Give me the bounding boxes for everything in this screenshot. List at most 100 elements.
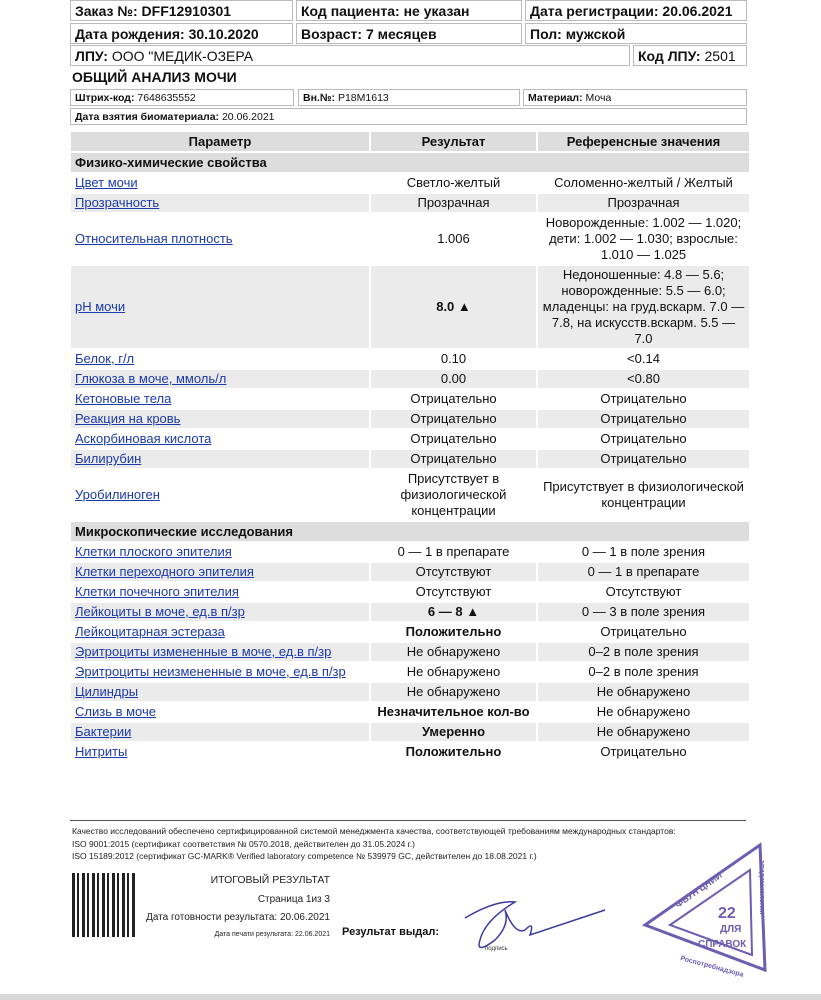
param-link[interactable]: Эритроциты неизмененные в моче, ед.в п/з… bbox=[75, 664, 346, 679]
result-cell: Отрицательно bbox=[410, 391, 497, 406]
column-header: Референсные значения bbox=[538, 132, 749, 151]
param-link[interactable]: Нитриты bbox=[75, 744, 128, 759]
table-row: Клетки плоского эпителия 0 — 1 в препарат… bbox=[71, 543, 749, 561]
material: Материал: Моча bbox=[523, 89, 747, 106]
result-cell: Умеренно bbox=[371, 723, 536, 741]
reference-cell: Отрицательно bbox=[600, 624, 687, 639]
param-link[interactable]: Клетки плоского эпителия bbox=[75, 544, 232, 559]
result-cell: Положительно bbox=[405, 744, 502, 759]
reference-cell: 0 — 3 в поле зрения bbox=[538, 603, 749, 621]
result-cell: Не обнаружено bbox=[371, 643, 536, 661]
param-link[interactable]: Слизь в моче bbox=[75, 704, 156, 719]
results-table: Параметр Результат Референсные значения … bbox=[69, 130, 751, 763]
sample-date: Дата взятия биоматериала: 20.06.2021 bbox=[70, 108, 747, 125]
table-row: Прозрачность Прозрачная Прозрачная bbox=[71, 194, 749, 212]
svg-text:подпись: подпись bbox=[485, 946, 508, 952]
result-cell: Не обнаружено bbox=[371, 683, 536, 701]
result-cell: Незначительное кол-во bbox=[377, 704, 530, 719]
column-header: Результат bbox=[371, 132, 536, 151]
param-cell: Реакция на кровь bbox=[71, 410, 369, 428]
result-cell: Отсутствуют bbox=[371, 563, 536, 581]
table-row: Реакция на кровь Отрицательно Отрицательно bbox=[71, 410, 749, 428]
param-cell: Нитриты bbox=[71, 743, 369, 761]
param-cell: Эритроциты неизмененные в моче, ед.в п/з… bbox=[71, 663, 369, 681]
param-cell: Цилиндры bbox=[71, 683, 369, 701]
page-edge bbox=[0, 994, 821, 1000]
reference-cell: Не обнаружено bbox=[596, 704, 691, 719]
reference-cell: Отрицательно bbox=[600, 391, 687, 406]
reference-cell: 0–2 в поле зрения bbox=[538, 643, 749, 661]
param-link[interactable]: Цилиндры bbox=[75, 684, 139, 699]
param-link[interactable]: Клетки почечного эпителия bbox=[75, 584, 239, 599]
reference-cell: Присутствует в физиологической концентра… bbox=[543, 479, 744, 510]
param-link[interactable]: Прозрачность bbox=[75, 195, 160, 210]
param-link[interactable]: Реакция на кровь bbox=[75, 411, 181, 426]
param-cell: Билирубин bbox=[71, 450, 369, 468]
patient-code: Код пациента: не указан bbox=[296, 0, 522, 21]
table-row: Глюкоза в моче, ммоль/л 0.00 <0.80 bbox=[71, 370, 749, 388]
svg-text:ДЛЯ: ДЛЯ bbox=[720, 924, 741, 935]
param-cell: Глюкоза в моче, ммоль/л bbox=[71, 370, 369, 388]
page-number: Страница 1из 3 bbox=[257, 894, 330, 905]
svg-text:ФБУН ЦНИИ: ФБУН ЦНИИ bbox=[673, 870, 723, 909]
param-link[interactable]: Белок, г/л bbox=[75, 351, 135, 366]
reference-cell: 0 — 1 в поле зрения bbox=[581, 544, 706, 559]
svg-text:22: 22 bbox=[718, 905, 736, 922]
svg-text:СПРАВОК: СПРАВОК bbox=[698, 939, 747, 950]
param-link[interactable]: pH мочи bbox=[75, 299, 126, 314]
table-row: Относительная плотность 1.006 Новорожденны… bbox=[71, 214, 749, 264]
param-cell: Слизь в моче bbox=[71, 703, 369, 721]
param-link[interactable]: Уробилиноген bbox=[75, 487, 160, 502]
reference-cell: Соломенно-желтый / Желтый bbox=[554, 175, 733, 190]
param-cell: Бактерии bbox=[71, 723, 369, 741]
param-link[interactable]: Клетки переходного эпителия bbox=[75, 564, 254, 579]
lpu: ЛПУ: ООО "МЕДИК-ОЗЕРА bbox=[70, 45, 630, 66]
result-cell: Прозрачная bbox=[371, 194, 536, 212]
ready-date: Дата готовности результата: 20.06.2021 bbox=[146, 912, 330, 923]
reference-cell: <0.14 bbox=[627, 351, 660, 366]
reference-cell: Не обнаружено bbox=[538, 723, 749, 741]
reference-cell: Не обнаружено bbox=[538, 683, 749, 701]
param-link[interactable]: Цвет мочи bbox=[75, 175, 138, 190]
result-cell: 0.10 bbox=[440, 351, 467, 366]
birth-date: Дата рождения: 30.10.2020 bbox=[70, 23, 293, 44]
result-cell: 8.0 ▲ bbox=[371, 266, 536, 348]
table-row: Слизь в моче Незначительное кол-во Не обна… bbox=[71, 703, 749, 721]
reference-cell: Отрицательно bbox=[600, 744, 687, 759]
table-row: Бактерии Умеренно Не обнаружено bbox=[71, 723, 749, 741]
param-cell: Клетки плоского эпителия bbox=[71, 543, 369, 561]
table-row: Клетки переходного эпителия Отсутствуют 0 … bbox=[71, 563, 749, 581]
result-cell: 6 — 8 ▲ bbox=[371, 603, 536, 621]
param-link[interactable]: Эритроциты измененные в моче, ед.в п/зр bbox=[75, 644, 332, 659]
column-header: Параметр bbox=[71, 132, 369, 151]
param-link[interactable]: Кетоновые тела bbox=[75, 391, 172, 406]
param-cell: Лейкоцитарная эстераза bbox=[71, 623, 369, 641]
param-link[interactable]: Лейкоцитарная эстераза bbox=[75, 624, 225, 639]
param-cell: Относительная плотность bbox=[71, 214, 369, 264]
signature: подпись bbox=[464, 901, 606, 952]
param-link[interactable]: Глюкоза в моче, ммоль/л bbox=[75, 371, 227, 386]
param-cell: pH мочи bbox=[71, 266, 369, 348]
param-link[interactable]: Билирубин bbox=[75, 451, 142, 466]
param-link[interactable]: Аскорбиновая кислота bbox=[75, 431, 212, 446]
result-cell: 0.00 bbox=[371, 370, 536, 388]
reference-cell: Отрицательно bbox=[538, 410, 749, 428]
param-link[interactable]: Лейкоциты в моче, ед.в п/зр bbox=[75, 604, 245, 619]
result-cell: Отрицательно bbox=[371, 450, 536, 468]
table-row: Белок, г/л 0.10 <0.14 bbox=[71, 350, 749, 368]
sex: Пол: мужской bbox=[525, 23, 747, 44]
registration-date: Дата регистрации: 20.06.2021 bbox=[525, 0, 747, 21]
param-cell: Кетоновые тела bbox=[71, 390, 369, 408]
print-date: Дата печати результата: 22.06.2021 bbox=[214, 931, 330, 938]
table-row: Уробилиноген Присутствует в физиологическ… bbox=[71, 470, 749, 520]
result-cell: Положительно bbox=[405, 624, 502, 639]
param-cell: Уробилиноген bbox=[71, 470, 369, 520]
param-cell: Лейкоциты в моче, ед.в п/зр bbox=[71, 603, 369, 621]
table-row: Цилиндры Не обнаружено Не обнаружено bbox=[71, 683, 749, 701]
param-link[interactable]: Относительная плотность bbox=[75, 231, 233, 246]
table-row: Цвет мочи Светло-желтый Соломенно-желтый /… bbox=[71, 174, 749, 192]
param-cell: Прозрачность bbox=[71, 194, 369, 212]
result-cell: 1.006 bbox=[437, 231, 470, 246]
table-row: Эритроциты измененные в моче, ед.в п/зр Н… bbox=[71, 643, 749, 661]
param-link[interactable]: Бактерии bbox=[75, 724, 132, 739]
